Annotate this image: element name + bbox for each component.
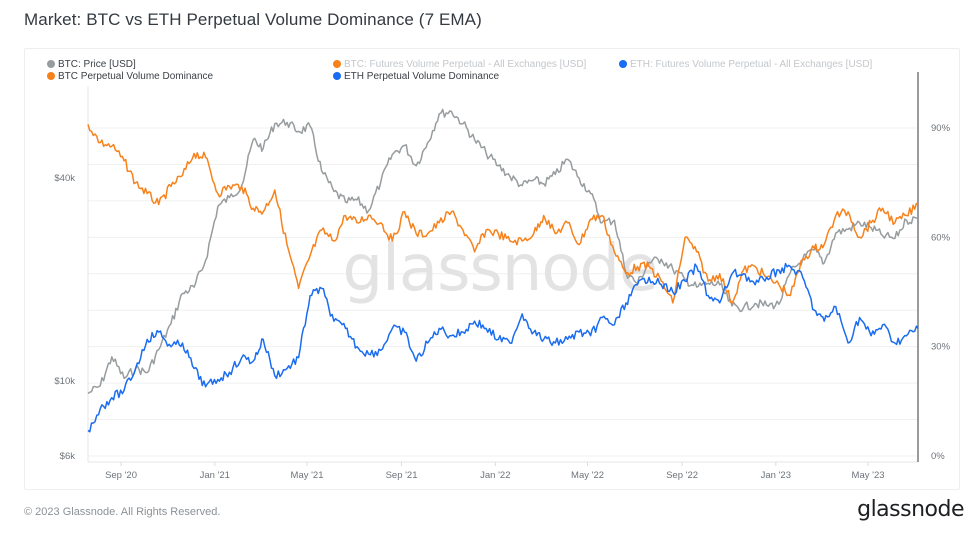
legend-dot-icon [619, 60, 627, 68]
x-tick-label: Sep '21 [386, 470, 418, 481]
series-lines [87, 108, 919, 433]
y-left-tick-label: $40k [54, 173, 75, 184]
x-tick-label: Jan '21 [200, 470, 230, 481]
y-right-tick-label: 60% [931, 232, 951, 243]
brand-logo: glassnode [857, 497, 964, 522]
legend-dot-icon [47, 72, 55, 80]
chart-title: Market: BTC vs ETH Perpetual Volume Domi… [24, 10, 482, 29]
y-right-tick-label: 30% [931, 342, 951, 353]
btc-price-line [87, 108, 919, 395]
legend-dot-icon [333, 72, 341, 80]
x-tick-label: Sep '20 [105, 470, 137, 481]
x-tick-label: May '22 [571, 470, 604, 481]
legend-item-btc-price[interactable]: BTC: Price [USD] [47, 59, 136, 71]
watermark: glassnode [342, 232, 657, 306]
copyright-text: © 2023 Glassnode. All Rights Reserved. [24, 506, 221, 518]
axes [87, 72, 919, 463]
y-left-tick-label: $10k [54, 376, 75, 387]
y-right-tick-label: 0% [931, 451, 945, 462]
legend-item-eth-dominance[interactable]: ETH Perpetual Volume Dominance [333, 71, 499, 83]
legend-label: ETH Perpetual Volume Dominance [344, 71, 500, 82]
x-tick-label: Sep '22 [666, 470, 698, 481]
legend-dot-icon [47, 60, 55, 68]
y-right-tick-label: 90% [931, 123, 951, 134]
legend-label: BTC: Price [USD] [58, 59, 136, 70]
y-left-tick-label: $6k [60, 451, 76, 462]
legend-label: ETH: Futures Volume Perpetual - All Exch… [630, 59, 873, 70]
chart-panel [24, 48, 960, 490]
legend-label: BTC Perpetual Volume Dominance [58, 71, 214, 82]
x-tick-label: May '23 [852, 470, 885, 481]
legend-item-btc-futures-volume[interactable]: BTC: Futures Volume Perpetual - All Exch… [333, 59, 586, 71]
legend-item-eth-futures-volume[interactable]: ETH: Futures Volume Perpetual - All Exch… [619, 59, 872, 71]
btc-dominance-line [87, 124, 919, 304]
x-tick-label: May '21 [291, 470, 324, 481]
legend-dot-icon [333, 60, 341, 68]
legend-item-btc-dominance[interactable]: BTC Perpetual Volume Dominance [47, 71, 213, 83]
x-tick-label: Jan '22 [480, 470, 510, 481]
legend-label: BTC: Futures Volume Perpetual - All Exch… [344, 59, 587, 70]
eth-dominance-line [87, 262, 919, 433]
tick-labels: Sep '20 Jan '21 May '21 Sep '21 Jan '22 May '… [54, 123, 950, 481]
x-tick-label: Jan '23 [761, 470, 791, 481]
